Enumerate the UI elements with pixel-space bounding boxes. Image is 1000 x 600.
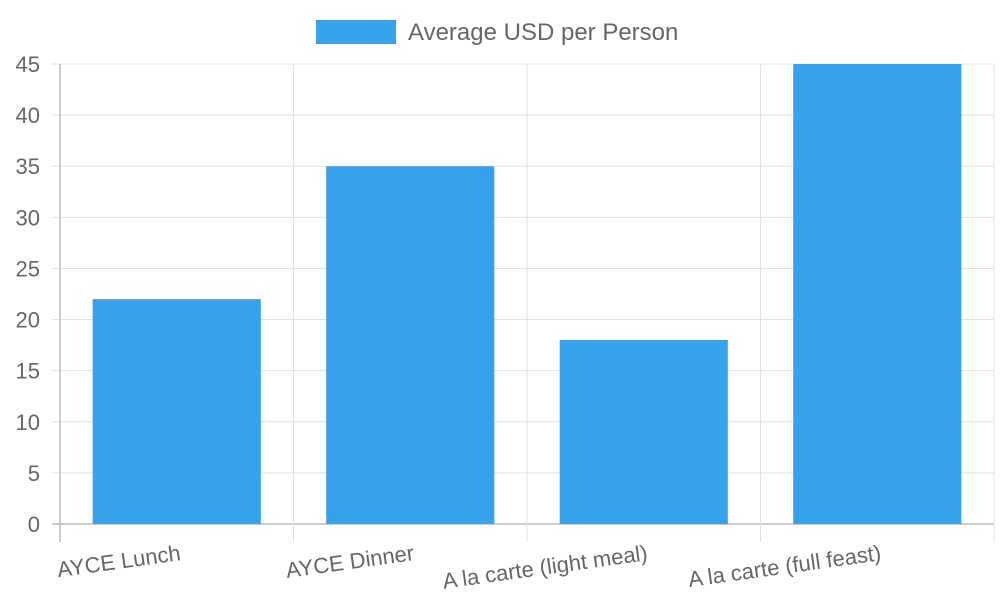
y-tick-label: 10 [16, 410, 40, 435]
x-tick-label: AYCE Lunch [56, 540, 183, 582]
y-tick-label: 20 [16, 308, 40, 333]
y-tick-label: 15 [16, 359, 40, 384]
bar[interactable] [559, 340, 728, 524]
chart-legend[interactable]: Average USD per Person [316, 19, 678, 46]
bar[interactable] [326, 166, 495, 524]
y-tick-label: 40 [16, 103, 40, 128]
y-tick-label: 25 [16, 256, 40, 281]
y-tick-label: 5 [28, 461, 40, 486]
chart-bars [92, 64, 962, 524]
y-tick-label: 0 [28, 512, 40, 537]
bar[interactable] [793, 64, 962, 524]
x-tick-label: A la carte (full feast) [687, 540, 883, 592]
legend-label[interactable]: Average USD per Person [408, 19, 678, 46]
x-tick-label: AYCE Dinner [284, 540, 415, 583]
legend-swatch[interactable] [316, 20, 396, 44]
x-tick-label: A la carte (light meal) [441, 540, 649, 594]
y-axis-ticks: 0 5 10 15 20 25 30 35 40 45 [16, 52, 40, 537]
y-tick-label: 35 [16, 154, 40, 179]
y-tick-label: 45 [16, 52, 40, 77]
bar[interactable] [92, 299, 261, 524]
x-axis-ticks: AYCE Lunch AYCE Dinner A la carte (light m… [56, 540, 883, 594]
y-tick-label: 30 [16, 205, 40, 230]
